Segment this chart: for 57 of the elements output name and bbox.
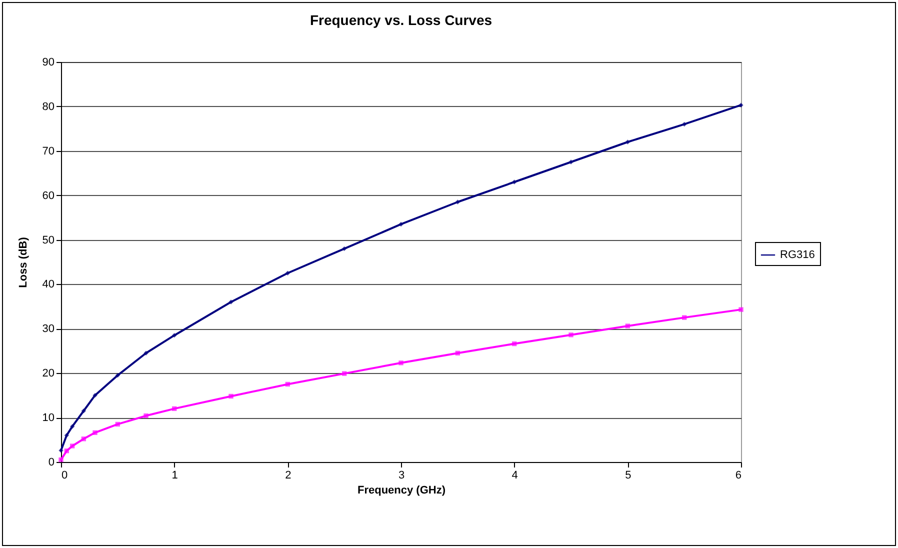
point bbox=[342, 371, 347, 376]
point bbox=[144, 413, 148, 418]
point bbox=[115, 422, 120, 427]
x-tick-label: 5 bbox=[625, 470, 632, 482]
point bbox=[64, 432, 70, 438]
y-tick-label: 20 bbox=[42, 368, 54, 380]
point bbox=[58, 448, 64, 453]
y-tick-label: 0 bbox=[48, 456, 54, 468]
point bbox=[70, 444, 75, 448]
point bbox=[58, 457, 64, 462]
point bbox=[81, 408, 86, 414]
legend-label: RG316 bbox=[780, 249, 815, 261]
point bbox=[568, 332, 574, 338]
point bbox=[682, 122, 687, 127]
x-axis-title: Frequency (GHz) bbox=[357, 484, 446, 496]
point bbox=[682, 315, 687, 320]
point bbox=[625, 140, 630, 144]
x-tick-label: 6 bbox=[735, 470, 742, 482]
x-tick-label: 1 bbox=[172, 470, 178, 482]
y-tick-label: 50 bbox=[42, 234, 54, 246]
point bbox=[342, 246, 347, 252]
point bbox=[172, 406, 177, 412]
x-tick-label: 4 bbox=[512, 470, 518, 482]
point bbox=[228, 300, 234, 304]
point bbox=[285, 382, 290, 387]
y-tick-label: 40 bbox=[42, 278, 54, 291]
x-tick-label: 3 bbox=[398, 470, 405, 482]
point bbox=[398, 222, 404, 227]
point bbox=[512, 341, 517, 346]
point bbox=[81, 436, 86, 442]
point bbox=[568, 160, 574, 164]
point bbox=[738, 102, 744, 108]
y-tick-label: 30 bbox=[42, 323, 54, 336]
x-tick-label: 2 bbox=[285, 470, 292, 482]
x-tick-label: 0 bbox=[62, 470, 68, 482]
point bbox=[228, 394, 234, 399]
point bbox=[115, 372, 120, 378]
y-axis-title: Loss (dB) bbox=[17, 236, 30, 288]
point bbox=[455, 200, 460, 204]
point bbox=[92, 430, 98, 436]
y-tick-label: 80 bbox=[42, 100, 54, 113]
y-tick-label: 60 bbox=[42, 190, 54, 202]
y-tick-label: 10 bbox=[42, 412, 54, 424]
point bbox=[398, 360, 404, 366]
y-tick-label: 90 bbox=[42, 56, 54, 68]
y-tick-label: 70 bbox=[42, 145, 54, 158]
point bbox=[738, 307, 744, 312]
point bbox=[512, 180, 517, 184]
point bbox=[172, 332, 177, 338]
point bbox=[64, 448, 70, 454]
point bbox=[455, 350, 460, 356]
point bbox=[92, 392, 98, 398]
point bbox=[144, 350, 148, 356]
point bbox=[625, 324, 630, 328]
point bbox=[70, 424, 75, 429]
chart-title: Frequency vs. Loss Curves bbox=[310, 12, 492, 28]
point bbox=[285, 270, 290, 276]
